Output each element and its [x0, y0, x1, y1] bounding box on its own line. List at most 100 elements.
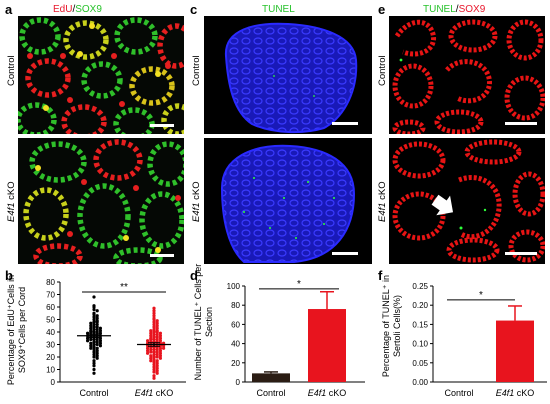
panel-b-point-cko: [152, 365, 156, 369]
panel-b-point-control: [95, 354, 99, 358]
panel-b-point-cko: [162, 346, 166, 350]
panel-d-ylabel-line1: Number of TUNEL⁺ Cells per: [193, 263, 203, 381]
panel-b-point-cko: [158, 354, 162, 358]
panel-b-point-control: [92, 361, 96, 365]
panel-b-point-control: [95, 325, 99, 329]
panel-b-point-cko: [155, 324, 159, 328]
panel-b-point-cko: [155, 335, 159, 339]
panel-f-y-tick-label: 0.20: [412, 301, 428, 310]
panel-b-point-cko: [155, 350, 159, 354]
panel-b-x-tick-label: E4f1 cKO: [135, 388, 174, 398]
panel-a-cko-scalebar: [150, 254, 174, 257]
panel-b-point-cko: [149, 331, 153, 335]
panel-d-ylabel-line2: Section: [204, 306, 214, 338]
panel-b-point-control: [89, 344, 93, 348]
panel-b-point-control: [92, 345, 96, 349]
panel-b-point-control: [92, 295, 96, 299]
panel-b-point-cko: [149, 354, 153, 358]
panel-c-row-cko-label: E4f1 cKO: [191, 181, 202, 222]
panel-b-y-tick-label: 70: [46, 291, 55, 300]
panel-b-point-cko: [146, 346, 150, 350]
panel-b-point-control: [92, 355, 96, 359]
panel-d-x-tick-label: Control: [256, 388, 285, 398]
panel-d-y-tick-label: 0: [236, 378, 241, 387]
panel-b-point-control: [92, 337, 96, 342]
panel-b-point-control: [86, 339, 90, 343]
panel-f-y-tick-label: 0.00: [412, 378, 428, 387]
panel-b-point-control: [92, 327, 96, 332]
panel-b-point-cko: [152, 355, 156, 359]
panel-e-title: TUNEL/SOX9: [423, 4, 485, 15]
panel-d-letter: d: [190, 268, 198, 283]
panel-b-point-control: [89, 324, 93, 328]
panel-b-point-control: [95, 316, 99, 320]
panel-a-title-sox9: SOX9: [75, 4, 102, 15]
panel-b-point-cko: [146, 351, 150, 355]
panel-c-cko-image: [204, 138, 372, 264]
panel-b-point-cko: [155, 326, 159, 330]
panel-b-ylabel-line2: SOX9⁺Cells per Cord: [17, 286, 27, 374]
panel-b-point-control: [95, 320, 99, 324]
panel-b-letter: b: [5, 268, 13, 283]
panel-b-point-control: [95, 342, 99, 347]
panel-b-point-cko: [149, 334, 153, 338]
panel-b-point-control: [95, 314, 99, 318]
panel-b-point-cko: [152, 327, 156, 332]
panel-b-x-tick-label: Control: [79, 388, 108, 398]
panel-a-cko-svg: [23, 139, 184, 264]
panel-b-point-cko: [152, 360, 156, 364]
panel-e-title-sox9: SOX9: [458, 4, 486, 15]
panel-b-point-control: [95, 346, 99, 350]
panel-b-point-cko: [152, 332, 156, 337]
panel-d-bar-cko: [308, 309, 346, 382]
panel-b-y-tick-label: 50: [46, 316, 55, 325]
panel-c-control-scalebar: [332, 122, 358, 125]
panel-b-point-control: [95, 356, 99, 360]
panel-b-point-cko: [146, 349, 150, 353]
panel-b-point-cko: [158, 334, 162, 338]
panel-b-point-cko: [155, 364, 159, 368]
panel-b-point-control: [95, 337, 99, 342]
panel-f-bar-cko: [496, 320, 534, 382]
panel-f-ylabel-line1: Percentage of TUNEL⁺ in: [381, 274, 391, 378]
panel-b-point-cko: [152, 347, 156, 352]
panel-a-row-control-label: Control: [6, 55, 17, 86]
panel-a-row-cko-gene: E4f1: [6, 202, 17, 222]
panel-b-point-control: [92, 352, 96, 357]
panel-d-y-tick-label: 40: [231, 340, 240, 349]
panel-e-row-control-label: Control: [377, 55, 388, 86]
panel-f-ylabel: Percentage of TUNEL⁺ in Sertoli Cells(%): [381, 266, 403, 386]
panel-b-point-control: [92, 347, 96, 352]
panel-f-significance-label: *: [479, 290, 483, 301]
panel-b-point-control: [92, 367, 96, 372]
panel-d-ylabel: Number of TUNEL⁺ Cells per Section: [193, 262, 215, 382]
panel-b-point-cko: [149, 329, 153, 333]
panel-f-y-tick-label: 0.15: [412, 320, 428, 329]
panel-b-point-cko: [149, 337, 153, 342]
panel-b-point-control: [89, 321, 93, 325]
panel-b-point-control: [92, 340, 96, 344]
panel-b-point-cko: [155, 330, 159, 334]
panel-e-control-image: [389, 16, 545, 134]
panel-b-point-cko: [158, 346, 162, 350]
panel-d-significance-label: *: [297, 279, 301, 290]
panel-d-y-tick-label: 60: [231, 320, 240, 329]
panel-b-point-control: [95, 309, 99, 313]
panel-b-point-cko: [155, 359, 159, 363]
panel-b-point-control: [89, 326, 93, 330]
panel-e-row-cko-label: E4f1 cKO: [377, 181, 388, 222]
panel-e-cko-image: [389, 138, 545, 264]
panel-b-point-cko: [146, 339, 150, 343]
panel-b-point-control: [92, 317, 96, 322]
panel-e-control-svg: [392, 19, 545, 134]
panel-b-point-cko: [149, 347, 153, 352]
panel-d-y-tick-label: 100: [227, 282, 241, 291]
panel-b-point-cko: [158, 351, 162, 355]
panel-b-point-control: [89, 346, 93, 350]
panel-e-title-tunel: TUNEL: [423, 4, 456, 15]
panel-b-point-cko: [152, 362, 156, 367]
panel-e-row-cko-gene: E4f1: [377, 202, 388, 222]
panel-c-control-image: [204, 16, 372, 134]
panel-e-control-scalebar: [505, 122, 537, 125]
panel-b-point-cko: [152, 335, 156, 339]
